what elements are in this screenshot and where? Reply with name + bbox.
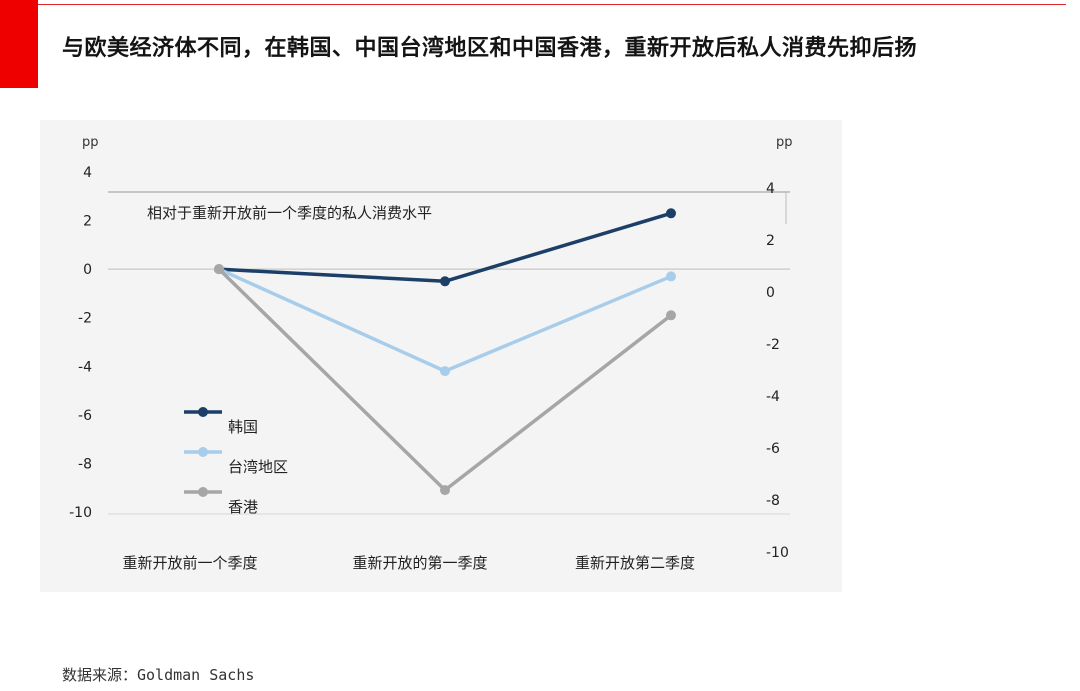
legend-label: 香港 [228,498,258,516]
data-point [440,276,450,287]
data-point [440,366,450,377]
data-point [666,271,676,282]
data-point [440,485,450,496]
right-axis-unit: pp [776,135,793,150]
left-tick-label: 0 [83,262,92,278]
right-tick-label: -2 [766,337,780,353]
left-axis-unit: pp [82,135,99,150]
chart-background [40,120,842,592]
page-title: 与欧美经济体不同，在韩国、中国台湾地区和中国香港，重新开放后私人消费先抑后扬 [62,36,918,61]
left-tick-label: 4 [83,165,92,181]
category-label: 重新开放前一个季度 [122,554,257,572]
source-note: 数据来源：Goldman Sachs [62,666,255,684]
right-tick-label: -8 [766,493,780,509]
chart-subtitle: 相对于重新开放前一个季度的私人消费水平 [147,204,432,222]
data-point [214,264,224,275]
right-tick-label: -10 [766,545,789,561]
left-tick-label: -10 [69,505,92,521]
top-rule [38,4,1066,5]
right-tick-label: 2 [766,233,775,249]
legend-swatch-marker [198,447,208,457]
right-tick-label: 0 [766,285,775,301]
data-point [666,310,676,321]
right-tick-label: 4 [766,181,775,197]
legend-swatch-marker [198,407,208,417]
chart-container: pp pp 相对于重新开放前一个季度的私人消费水平 4 2 0 -2 -4 -6 -8 -10… [0,100,1080,620]
legend-swatch-marker [198,487,208,497]
legend-label: 台湾地区 [228,458,288,476]
data-point [666,208,676,219]
left-tick-label: -8 [78,456,92,472]
left-tick-label: -4 [78,359,92,375]
left-tick-label: 2 [83,214,92,230]
right-tick-label: -4 [766,389,780,405]
category-label: 重新开放的第一季度 [352,554,487,572]
right-tick-label: -6 [766,441,780,457]
left-tick-label: -6 [78,408,92,424]
legend-label: 韩国 [228,418,258,436]
left-tick-label: -2 [78,311,92,327]
accent-block [0,0,38,88]
category-label: 重新开放第二季度 [575,554,695,572]
line-chart: pp pp 相对于重新开放前一个季度的私人消费水平 4 2 0 -2 -4 -6 -8 -10… [40,120,842,592]
